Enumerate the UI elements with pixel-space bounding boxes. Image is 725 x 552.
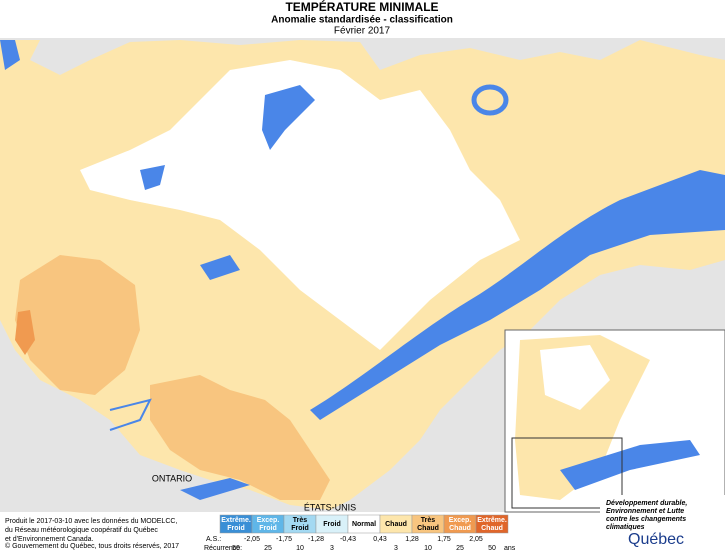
threshold: 0,43 xyxy=(373,536,387,543)
threshold: -1,75 xyxy=(276,536,292,543)
legend-class-label: Chaud xyxy=(417,525,439,532)
threshold: -2,05 xyxy=(244,536,260,543)
legend-class-label: Extrême. xyxy=(221,517,251,524)
logo-name: Québec xyxy=(628,531,684,548)
lake xyxy=(140,165,165,190)
label-usa: ÉTATS-UNIS xyxy=(304,502,356,512)
credit-line: © Gouvernement du Québec, tous droits ré… xyxy=(5,542,179,550)
legend-class-label: Chaud xyxy=(385,521,407,528)
lake xyxy=(200,255,240,280)
legend-class-label: Chaud xyxy=(481,525,503,532)
legend-class-label: Excep. xyxy=(449,517,472,524)
reservoir xyxy=(262,85,315,150)
threshold: 2,05 xyxy=(469,536,483,543)
logo-line: Environnement et Lutte xyxy=(606,508,684,515)
threshold: -0,43 xyxy=(340,536,356,543)
recurrence: 3 xyxy=(394,545,398,552)
credit-line: Produit le 2017-03-10 avec les données d… xyxy=(5,518,177,525)
recurrence: 50 xyxy=(232,545,240,552)
subtitle: Anomalie standardisée - classification xyxy=(271,15,453,26)
legend-class-label: Très xyxy=(293,517,308,524)
quebec-tres-chaud xyxy=(15,255,140,395)
legend-swatch xyxy=(475,514,509,534)
saint-laurent xyxy=(310,170,725,420)
inset-normal xyxy=(540,345,610,410)
recurrence: 10 xyxy=(424,545,432,552)
logo-line: climatiques xyxy=(606,524,645,531)
credits: Produit le 2017-03-10 avec les données d… xyxy=(5,518,179,550)
credit-line: et d'Environnement Canada. xyxy=(5,536,94,543)
title: TEMPÉRATURE MINIMALE xyxy=(285,0,438,14)
legend-class-label: Froid xyxy=(291,525,309,532)
label-ontario: ONTARIO xyxy=(152,473,192,483)
map: ONTARIO ÉTATS-UNIS xyxy=(0,38,725,513)
threshold: -1,28 xyxy=(308,536,324,543)
lake-ontario xyxy=(180,478,250,500)
legend-class-label: Froid xyxy=(227,525,245,532)
legend-class-label: Très xyxy=(421,517,436,524)
logo: Développement durable,Environnement et L… xyxy=(600,495,725,552)
inset-frame xyxy=(511,437,623,509)
manicouagan xyxy=(471,84,509,116)
as-label: A.S.: xyxy=(206,536,221,543)
quebec-normal xyxy=(80,60,520,350)
legend-class-label: Froid xyxy=(259,525,277,532)
quebec-tres-chaud-south xyxy=(150,375,330,500)
legend-class-label: Froid xyxy=(323,521,341,528)
legend-class-label: Excep. xyxy=(257,517,280,524)
logo-line: Développement durable, xyxy=(606,500,687,507)
legend-class-label: Normal xyxy=(352,521,376,528)
threshold: 1,75 xyxy=(437,536,451,543)
river xyxy=(109,398,152,431)
legend-class-label: Extrême. xyxy=(477,517,507,524)
recurrence-unit: ans xyxy=(504,545,516,552)
logo-line: contre les changements xyxy=(606,516,686,523)
recurrence: 25 xyxy=(264,545,272,552)
credit-line: du Réseau météorologique coopératif du Q… xyxy=(5,527,158,534)
recurrence-label: Récurrence: xyxy=(204,545,242,552)
quebec-excep-chaud xyxy=(15,310,35,355)
recurrence: 3 xyxy=(330,545,334,552)
threshold: 1,28 xyxy=(405,536,419,543)
legend-class-label: Chaud xyxy=(449,525,471,532)
recurrence: 10 xyxy=(296,545,304,552)
hudson-bay xyxy=(0,40,20,70)
logo-bg xyxy=(600,495,725,552)
recurrence: 50 xyxy=(488,545,496,552)
inset-water xyxy=(560,440,700,490)
recurrence: 25 xyxy=(456,545,464,552)
date: Février 2017 xyxy=(334,26,391,37)
